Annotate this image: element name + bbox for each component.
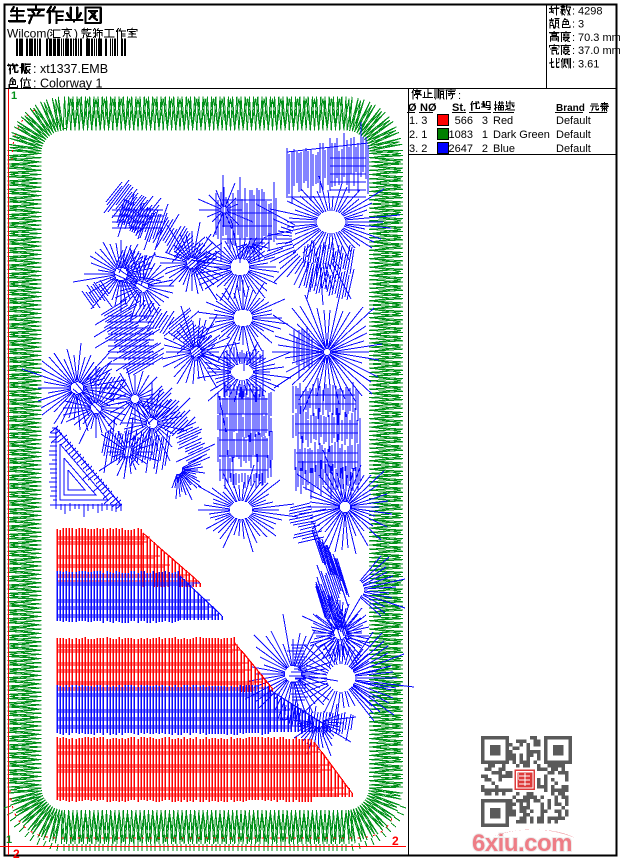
svg-text:Red: Red [493,115,513,127]
svg-text:: xt1337.EMB: : xt1337.EMB [33,62,108,76]
svg-text:37.0 mm: 37.0 mm [578,45,620,57]
svg-text:1: 1 [482,129,488,141]
svg-text:Wilcom(: Wilcom( [7,27,50,41]
svg-text:1083: 1083 [449,129,473,141]
svg-text:2647: 2647 [449,143,473,155]
svg-text:Dark Green: Dark Green [493,129,550,141]
svg-text::: : [572,45,575,57]
svg-text:2: 2 [392,834,399,848]
svg-text:2. 1: 2. 1 [409,129,427,141]
svg-text:3.61: 3.61 [578,58,599,70]
svg-text:4298: 4298 [578,6,602,18]
svg-text:566: 566 [455,115,473,127]
svg-text:1: 1 [11,90,17,102]
svg-text:3. 2: 3. 2 [409,143,427,155]
svg-text::: : [572,6,575,18]
svg-text:1: 1 [6,834,12,846]
svg-text:1. 3: 1. 3 [409,115,427,127]
svg-text::: : [458,90,461,102]
svg-text:Blue: Blue [493,143,515,155]
svg-text:Default: Default [556,143,591,155]
svg-text:): ) [74,27,78,41]
svg-text::: : [572,32,575,44]
svg-text:2: 2 [13,847,20,860]
svg-text:6xiu.com: 6xiu.com [472,830,572,857]
svg-text:70.3 mm: 70.3 mm [578,32,620,44]
svg-text:NØ: NØ [420,102,437,114]
svg-text:Default: Default [556,129,591,141]
svg-text:3: 3 [482,115,488,127]
svg-text:St.: St. [452,102,466,114]
svg-text:Default: Default [556,115,591,127]
svg-text:3: 3 [578,19,584,31]
svg-text:Ø: Ø [408,102,417,114]
svg-text:: Colorway 1: : Colorway 1 [33,77,103,91]
svg-text:Brand: Brand [556,103,585,114]
svg-text::: : [572,19,575,31]
svg-text:2: 2 [482,143,488,155]
svg-text::: : [572,58,575,70]
